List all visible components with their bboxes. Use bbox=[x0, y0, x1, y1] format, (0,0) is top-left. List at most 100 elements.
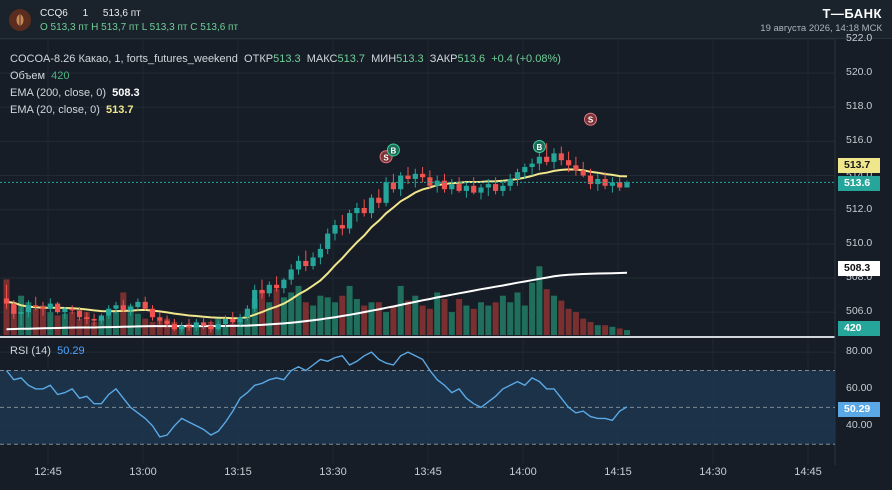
legend-low-label: МИН bbox=[371, 53, 397, 65]
candle-body bbox=[40, 306, 46, 309]
volume-bar bbox=[565, 308, 572, 335]
volume-bar bbox=[375, 302, 382, 335]
candle-body bbox=[507, 178, 513, 186]
candle-body bbox=[237, 317, 243, 323]
volume-bar bbox=[441, 299, 448, 335]
legend-open-label: ОТКР bbox=[244, 53, 274, 65]
volume-bar bbox=[434, 292, 441, 335]
candle-body bbox=[536, 156, 542, 164]
trade-marker-buy bbox=[386, 143, 400, 157]
volume-bar bbox=[25, 302, 32, 335]
ema200-price-tag: 508.3 bbox=[838, 261, 880, 276]
candle-body bbox=[587, 175, 594, 185]
time-axis-label: 14:00 bbox=[509, 466, 537, 478]
volume-bar bbox=[463, 305, 470, 335]
time-axis-label: 13:30 bbox=[319, 466, 347, 478]
candle-body bbox=[376, 197, 382, 203]
price-axis-label: 506.0 bbox=[846, 305, 873, 318]
candle-body bbox=[449, 184, 455, 190]
legend-rsi-row[interactable]: RSI (14) 50.29 bbox=[10, 345, 85, 357]
legend-volume-label: Объем bbox=[10, 70, 46, 82]
candle-body bbox=[595, 178, 601, 185]
candle-body bbox=[281, 279, 287, 289]
volume-bar bbox=[295, 285, 302, 335]
candle-body bbox=[471, 185, 477, 193]
volume-bar bbox=[280, 297, 287, 335]
candle-body bbox=[500, 185, 506, 191]
candle-body bbox=[420, 173, 426, 178]
volume-bar bbox=[127, 305, 134, 335]
ema200-line bbox=[6, 271, 628, 331]
volume-bar bbox=[448, 312, 455, 335]
volume-bar bbox=[361, 305, 368, 335]
candle-body bbox=[580, 170, 586, 176]
volume-bar bbox=[229, 323, 236, 335]
candle-body bbox=[3, 298, 10, 304]
chart-canvas[interactable]: SB BS bbox=[0, 39, 892, 490]
candle-body bbox=[120, 305, 126, 311]
candle-body bbox=[551, 153, 557, 162]
volume-bar bbox=[134, 313, 141, 335]
legend-rsi-label: RSI (14) bbox=[10, 345, 51, 357]
candle-body bbox=[624, 182, 630, 188]
volume-bar bbox=[594, 325, 601, 335]
candle-body bbox=[84, 317, 90, 319]
volume-bar bbox=[529, 282, 536, 335]
legend-ema20-row[interactable]: EMA (20, close, 0) 513.7 bbox=[10, 104, 134, 116]
volume-bar bbox=[244, 313, 251, 335]
candle-body bbox=[317, 248, 323, 258]
legend-ema20-label: EMA (20, close, 0) bbox=[10, 104, 100, 116]
legend-open: 513.3 bbox=[273, 53, 301, 65]
volume-bar bbox=[543, 289, 550, 335]
volume-bar bbox=[105, 315, 112, 335]
volume-bar bbox=[237, 320, 244, 335]
candle-body bbox=[201, 322, 207, 326]
candle-body bbox=[288, 269, 294, 280]
volume-bar bbox=[156, 320, 163, 335]
volume-bar bbox=[405, 300, 411, 335]
candle-body bbox=[222, 318, 229, 325]
top-bar: CCQ6 1 513,6 пт O 513,3 пт H 513,7 пт L … bbox=[0, 0, 892, 39]
time-axis-label: 13:00 bbox=[129, 466, 157, 478]
legend-ohlc-row: COCOA-8.26 Какао, 1, forts_futures_weeke… bbox=[10, 53, 561, 65]
candle-body bbox=[325, 233, 331, 249]
volume-bar bbox=[317, 295, 324, 335]
volume-bar bbox=[47, 312, 54, 335]
candle-body bbox=[106, 308, 112, 316]
volume-bar bbox=[200, 326, 207, 335]
volume-bar bbox=[266, 302, 273, 335]
legend-high-label: МАКС bbox=[306, 53, 338, 65]
volume-bar bbox=[383, 312, 390, 335]
rsi-axis-label: 60.00 bbox=[846, 381, 873, 394]
candle-body bbox=[456, 184, 462, 191]
candle-body bbox=[522, 167, 528, 173]
volume-bar bbox=[456, 299, 463, 335]
legend-ema200-row[interactable]: EMA (200, close, 0) 508.3 bbox=[10, 87, 140, 99]
volume-bar bbox=[390, 305, 397, 335]
volume-bar bbox=[499, 295, 506, 335]
candle-body bbox=[33, 305, 39, 307]
price-axis-label: 518.0 bbox=[846, 100, 873, 113]
candle-body bbox=[544, 156, 550, 162]
volume-bar bbox=[485, 305, 492, 335]
volume-bar bbox=[514, 292, 521, 335]
time-axis-label: 14:45 bbox=[794, 466, 822, 478]
trade-marker-label: B bbox=[391, 146, 397, 155]
legend-volume-row[interactable]: Объем 420 bbox=[10, 70, 70, 82]
candle-body bbox=[295, 260, 302, 270]
candle-body bbox=[55, 303, 61, 313]
volume-bar bbox=[10, 305, 17, 335]
candle-body bbox=[113, 305, 119, 309]
time-axis-label: 14:30 bbox=[699, 466, 727, 478]
volume-bar bbox=[616, 328, 623, 335]
volume-bar bbox=[324, 297, 331, 335]
volume-bar bbox=[587, 321, 594, 335]
time-axis-label: 14:15 bbox=[604, 466, 632, 478]
volume-bar bbox=[521, 305, 528, 335]
volume-bar bbox=[149, 321, 156, 335]
volume-bar bbox=[419, 305, 426, 335]
candle-body bbox=[368, 197, 375, 214]
candle-body bbox=[157, 317, 163, 321]
ticker-last-price: 513,6 пт bbox=[102, 8, 141, 19]
